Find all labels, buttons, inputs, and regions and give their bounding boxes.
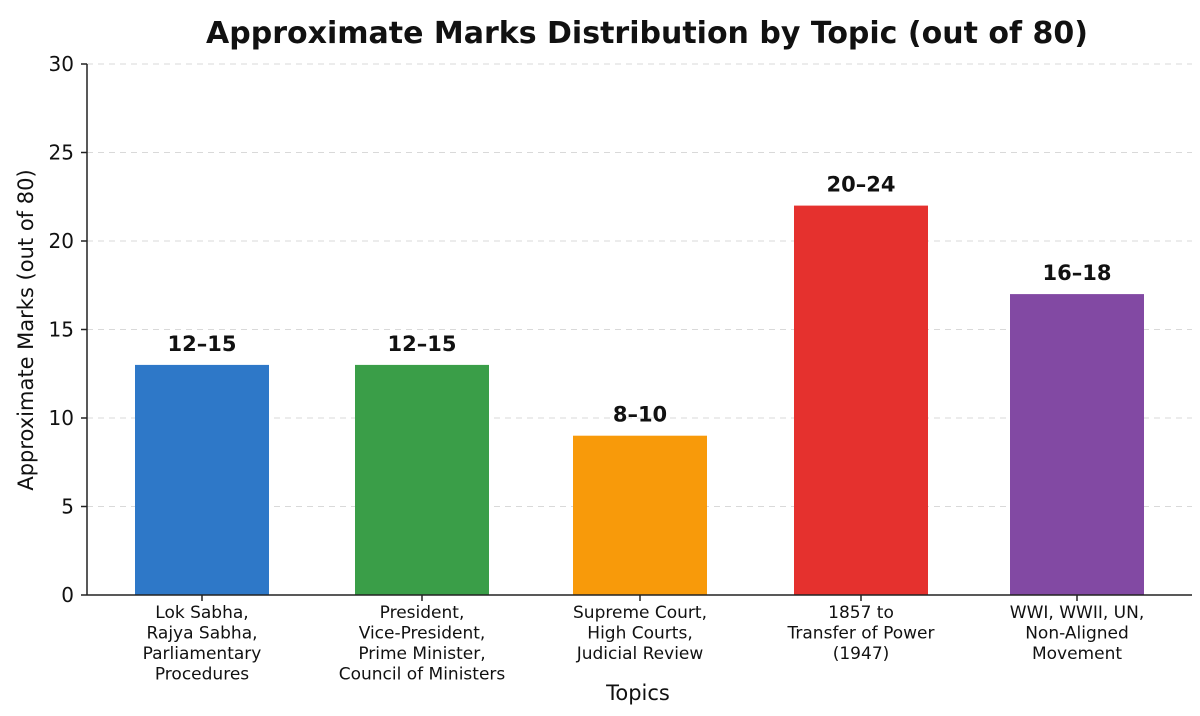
x-tick-label-line: Movement [1032,644,1122,664]
x-tick-label-line: Vice-President, [359,624,486,644]
x-tick-label-line: Judicial Review [576,644,704,664]
x-tick-label-line: (1947) [833,644,890,664]
x-tick-label-line: President, [380,603,465,623]
x-tick-label-4: 1857 to Transfer of Power (1947) [787,603,935,664]
x-axis-title: Topics [605,681,670,705]
data-label-1: 12–15 [168,332,237,356]
x-tick-label-line: High Courts, [587,624,692,644]
data-label-5: 16–18 [1043,261,1112,285]
x-tick-label-line: Rajya Sabha, [146,624,257,644]
chart-title: Approximate Marks Distribution by Topic … [206,16,1088,51]
y-tick-label-10: 10 [49,406,74,430]
x-tick-label-line: Transfer of Power [787,624,935,644]
x-tick-label-2: President, Vice-President, Prime Minister,… [339,603,506,685]
x-tick-label-3: Supreme Court, High Courts, Judicial Revie… [573,603,707,664]
y-tick-label-0: 0 [61,583,74,607]
bar-1 [135,364,269,595]
x-tick-label-5: WWI, WWII, UN, Non-Aligned Movement [1010,603,1144,664]
data-label-2: 12–15 [388,332,457,356]
y-tick-label-30: 30 [49,52,74,76]
y-tick-label-25: 25 [49,141,74,165]
bar-3 [573,435,707,595]
x-tick-label-line: Procedures [155,665,249,685]
bars [135,205,1144,595]
axes [81,63,1192,601]
x-tick-label-line: WWI, WWII, UN, [1010,603,1144,623]
data-label-3: 8–10 [613,403,667,427]
y-tick-label-20: 20 [49,229,74,253]
y-axis-title: Approximate Marks (out of 80) [14,169,38,490]
bar-4 [794,205,928,595]
y-tick-label-5: 5 [61,495,74,519]
x-tick-label-line: Parliamentary [143,644,262,664]
data-label-4: 20–24 [827,173,896,197]
x-tick-label-line: Prime Minister, [358,644,485,664]
y-tick-label-15: 15 [49,318,74,342]
x-tick-label-line: Council of Ministers [339,665,506,685]
bar-5 [1010,294,1144,595]
x-tick-label-line: 1857 to [828,603,894,623]
x-tick-label-line: Supreme Court, [573,603,707,623]
bar-2 [355,364,489,595]
x-tick-label-1: Lok Sabha, Rajya Sabha, Parliamentary Proce… [143,603,262,685]
x-tick-label-line: Non-Aligned [1025,624,1129,644]
x-tick-label-line: Lok Sabha, [155,603,248,623]
